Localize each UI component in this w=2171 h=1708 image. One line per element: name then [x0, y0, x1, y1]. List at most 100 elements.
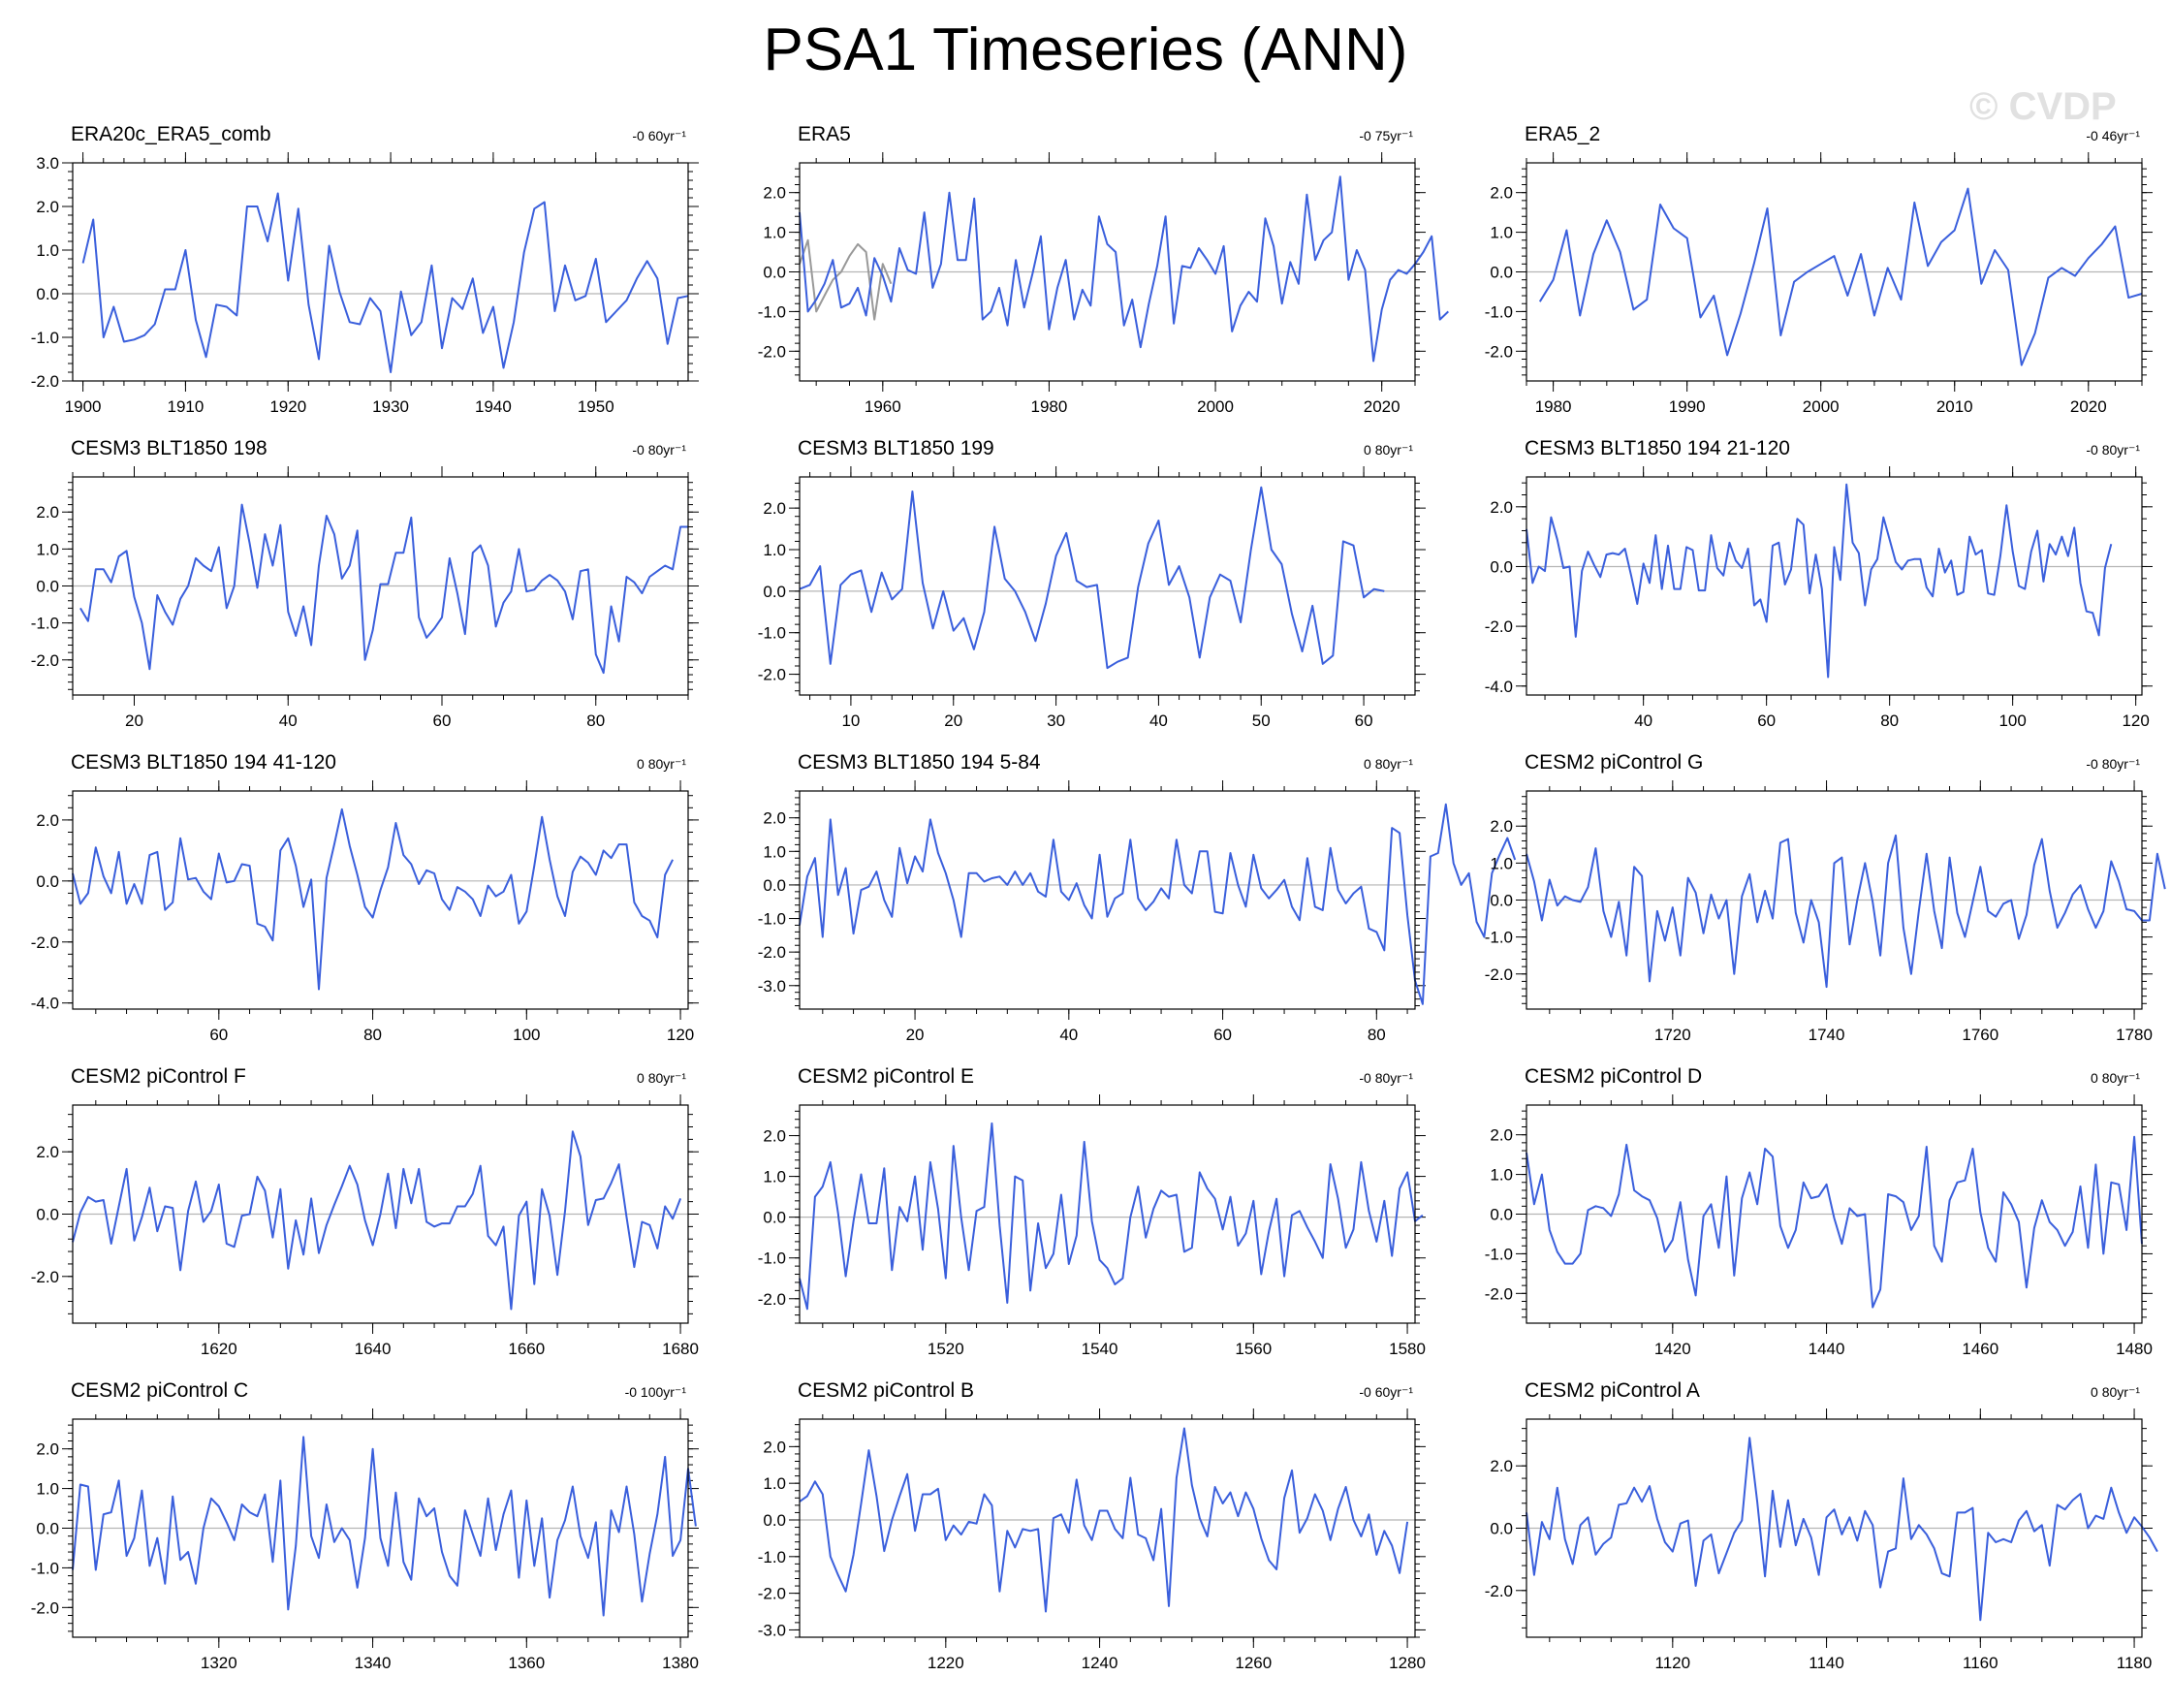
y-tick-label: 0.0	[763, 264, 786, 282]
y-tick-label: 1.0	[36, 540, 59, 558]
secondary-series-line	[799, 238, 893, 321]
panel-title: CESM3 BLT1850 198	[71, 437, 267, 459]
plot-frame	[1526, 790, 2143, 1010]
y-tick-label: -2.0	[31, 1268, 59, 1286]
y-tick-label: 0.0	[763, 1511, 786, 1530]
x-tick-label: 2000	[1803, 397, 1840, 416]
x-tick-label: 100	[1998, 712, 2026, 730]
trend-label: 0 80yr⁻¹	[2091, 1384, 2140, 1400]
x-tick-label: 1340	[355, 1654, 392, 1672]
y-tick-label: -1.0	[758, 1249, 786, 1268]
y-tick-label: 0.0	[1490, 1520, 1513, 1538]
y-tick-label: -4.0	[31, 995, 59, 1013]
series-line	[1526, 1437, 2158, 1622]
panel-title: ERA20c_ERA5_comb	[71, 123, 271, 145]
y-tick-label: -1.0	[1485, 1245, 1513, 1263]
y-tick-label: 1.0	[36, 241, 59, 260]
x-tick-label: 80	[363, 1026, 382, 1044]
plot-frame	[1526, 476, 2143, 696]
x-tick-label: 1120	[1655, 1654, 1691, 1672]
y-tick-label: -2.0	[1485, 1284, 1513, 1303]
panel-title: CESM2 piControl D	[1525, 1065, 1702, 1088]
y-tick-label: 0.0	[36, 1520, 59, 1538]
y-tick-label: 1.0	[1490, 1166, 1513, 1185]
y-tick-label: 0.0	[1490, 264, 1513, 282]
y-tick-label: -2.0	[758, 943, 786, 962]
y-tick-label: 0.0	[763, 583, 786, 601]
y-tick-label: 0.0	[36, 578, 59, 596]
series-line	[81, 192, 689, 373]
panel-1: ERA20c_ERA5_comb -0 60yr⁻¹ -2.0 -1.0 0.0 1.0 2…	[31, 123, 699, 416]
x-tick-label: 1560	[1235, 1340, 1272, 1358]
y-tick-label: 2.0	[763, 809, 786, 828]
panel-15: CESM2 piControl A 0 80yr⁻¹ -2.0 0.0 2.0 1120 1…	[1485, 1379, 2158, 1672]
y-tick-label: -2.0	[758, 1290, 786, 1309]
x-tick-label: 20	[125, 712, 143, 730]
series-line	[799, 486, 1385, 670]
y-tick-label: -2.0	[1485, 965, 1513, 984]
series-line	[1538, 187, 2143, 366]
x-tick-label: 30	[1047, 712, 1065, 730]
y-tick-label: -3.0	[758, 977, 786, 996]
x-tick-label: 40	[1149, 712, 1168, 730]
y-tick-label: 2.0	[1490, 1457, 1513, 1475]
y-tick-label: -2.0	[758, 342, 786, 361]
trend-label: 0 80yr⁻¹	[637, 1070, 686, 1086]
series-line	[72, 1130, 682, 1311]
plot-frame	[72, 1104, 689, 1324]
plot-frame	[799, 790, 1416, 1010]
x-tick-label: 2020	[2070, 397, 2107, 416]
x-tick-label: 1960	[865, 397, 901, 416]
plot-frame	[799, 1104, 1416, 1324]
series-line	[1526, 1135, 2143, 1309]
y-tick-label: 1.0	[1490, 224, 1513, 242]
panel-title: ERA5_2	[1525, 123, 1600, 145]
y-tick-label: 2.0	[763, 1127, 786, 1146]
y-tick-label: 2.0	[36, 503, 59, 522]
trend-label: -0 46yr⁻¹	[2086, 128, 2140, 143]
plot-frame	[72, 476, 689, 696]
x-tick-label: 1980	[1031, 397, 1068, 416]
series-line	[799, 175, 1449, 363]
y-tick-label: -2.0	[31, 372, 59, 391]
y-tick-label: 0.0	[1490, 892, 1513, 910]
x-tick-label: 80	[1880, 712, 1899, 730]
trend-label: 0 80yr⁻¹	[1364, 756, 1413, 772]
y-tick-label: 2.0	[36, 811, 59, 830]
panel-title: CESM3 BLT1850 194 5-84	[798, 751, 1041, 774]
x-tick-label: 1460	[1962, 1340, 1998, 1358]
y-tick-label: -2.0	[1485, 342, 1513, 361]
x-tick-label: 1160	[1963, 1654, 1998, 1672]
trend-label: 0 80yr⁻¹	[637, 756, 686, 772]
y-tick-label: 1.0	[763, 842, 786, 861]
y-tick-label: -3.0	[758, 1621, 786, 1639]
x-tick-label: 1420	[1654, 1340, 1691, 1358]
trend-label: 0 80yr⁻¹	[1364, 442, 1413, 458]
x-tick-label: 1620	[201, 1340, 237, 1358]
x-tick-label: 80	[1368, 1026, 1386, 1044]
x-tick-label: 1950	[578, 397, 614, 416]
plot-frame	[1526, 1104, 2143, 1324]
y-tick-label: 2.0	[763, 499, 786, 518]
x-tick-label: 1680	[662, 1340, 699, 1358]
x-tick-label: 1220	[928, 1654, 964, 1672]
trend-label: -0 75yr⁻¹	[1359, 128, 1413, 143]
x-tick-label: 1520	[928, 1340, 964, 1358]
trend-label: -0 60yr⁻¹	[1359, 1384, 1413, 1400]
x-tick-label: 1740	[1809, 1026, 1845, 1044]
y-tick-label: -1.0	[758, 302, 786, 321]
panel-7: CESM3 BLT1850 194 41-120 0 80yr⁻¹ -4.0 -2.0…	[31, 751, 699, 1044]
y-tick-label: -1.0	[758, 910, 786, 929]
y-tick-label: -1.0	[1485, 302, 1513, 321]
y-tick-label: 2.0	[36, 1440, 59, 1459]
trend-label: -0 60yr⁻¹	[632, 128, 686, 143]
x-tick-label: 1780	[2116, 1026, 2153, 1044]
x-tick-label: 1980	[1535, 397, 1572, 416]
x-tick-label: 20	[906, 1026, 925, 1044]
x-tick-label: 1320	[201, 1654, 237, 1672]
x-tick-label: 1940	[475, 397, 512, 416]
series-line	[799, 1122, 1424, 1311]
y-tick-label: -1.0	[1485, 929, 1513, 947]
y-tick-label: -1.0	[31, 615, 59, 633]
cvdp-watermark: © CVDP	[1969, 85, 2117, 128]
